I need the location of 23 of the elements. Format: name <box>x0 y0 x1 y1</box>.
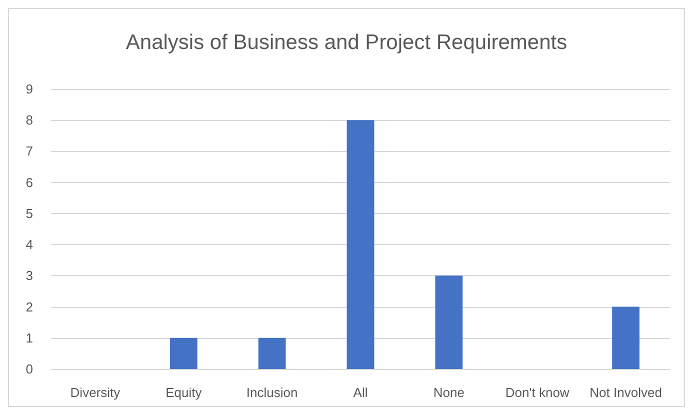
y-tick-label: 6 <box>26 174 33 190</box>
x-tick-label: Don't know <box>505 385 570 400</box>
y-tick-label: 1 <box>26 330 33 346</box>
bar <box>346 120 374 369</box>
x-tick-label: Diversity <box>70 385 121 400</box>
x-tick-label: Not Involved <box>590 385 662 400</box>
bar <box>612 306 640 369</box>
y-tick-label: 9 <box>26 82 33 96</box>
x-tick-label: None <box>433 385 464 400</box>
y-tick-label: 3 <box>26 268 33 284</box>
y-tick-label: 5 <box>26 206 33 221</box>
bar <box>258 338 286 369</box>
y-tick-label: 8 <box>26 112 33 128</box>
x-tick-label: Equity <box>166 385 202 400</box>
y-tick-label: 7 <box>26 144 33 159</box>
bar <box>170 338 198 369</box>
y-tick-label: 4 <box>26 237 33 252</box>
x-tick-label: Inclusion <box>246 385 298 400</box>
bar <box>435 276 463 369</box>
chart-title: Analysis of Business and Project Requirements <box>126 31 568 54</box>
x-tick-label: All <box>353 385 368 400</box>
y-tick-label: 0 <box>26 362 33 376</box>
y-tick-label: 2 <box>26 299 33 314</box>
